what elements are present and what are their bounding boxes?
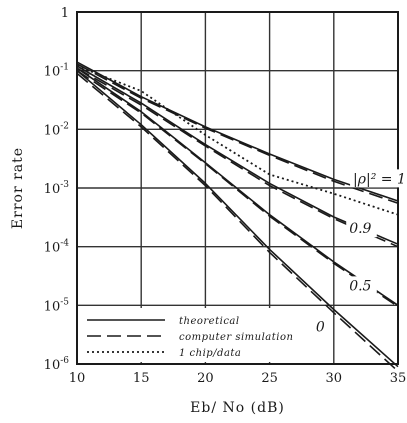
series-line-dashed <box>76 70 399 308</box>
x-tick-label: 10 <box>69 371 86 386</box>
series-line-solid <box>76 61 399 202</box>
curve-label-bg <box>346 276 377 295</box>
series-line-solid <box>76 67 399 306</box>
legend-box <box>79 308 301 362</box>
series-line-dashed <box>76 63 399 204</box>
series-line-dotted <box>76 65 399 216</box>
series-line-dashed <box>76 72 399 372</box>
curve-labels: |ρ|² = 1 0.9 0.5 0 <box>312 169 407 336</box>
y-tick-label: 10-1 <box>44 63 69 80</box>
series-line-solid <box>76 65 399 245</box>
x-tick-label: 35 <box>390 371 407 386</box>
curve-label-bg <box>346 219 377 238</box>
y-tick-label: 10-3 <box>44 180 70 197</box>
legend-label: 1 chip/data <box>179 348 241 359</box>
curve-label: 0.9 <box>349 221 371 237</box>
y-tick-label: 10-4 <box>44 239 70 256</box>
legend-label: computer simulation <box>179 332 293 343</box>
curve-label: |ρ|² = 1 <box>353 171 406 187</box>
y-axis-title: Error rate <box>10 147 26 229</box>
x-tick-label: 25 <box>261 371 278 386</box>
series-line-dashed <box>76 67 399 248</box>
x-tick-label: 30 <box>326 371 343 386</box>
curve-label-bg <box>312 317 328 336</box>
series-line-solid <box>76 70 399 368</box>
curve-label: 0.5 <box>349 278 371 294</box>
legend: theoretical computer simulation 1 chip/dat… <box>79 308 301 362</box>
legend-label: theoretical <box>179 316 240 327</box>
curve-label-bg <box>350 169 407 188</box>
plot-frame <box>76 11 399 365</box>
y-tick-label: 1 <box>61 6 69 21</box>
y-tick-label: 10-2 <box>44 121 69 138</box>
x-axis-title: Eb/ No (dB) <box>190 400 285 416</box>
curve-label: 0 <box>316 319 325 335</box>
series-layer <box>76 61 399 372</box>
y-tick-label: 10-5 <box>44 297 70 314</box>
x-tick-label: 20 <box>197 371 214 386</box>
x-tick-label: 15 <box>133 371 150 386</box>
tick-labels: 10 15 20 25 30 35 1 10-1 10-2 10-3 10-4 10-5 10-6 <box>44 6 407 386</box>
y-tick-label: 10-6 <box>44 356 70 373</box>
